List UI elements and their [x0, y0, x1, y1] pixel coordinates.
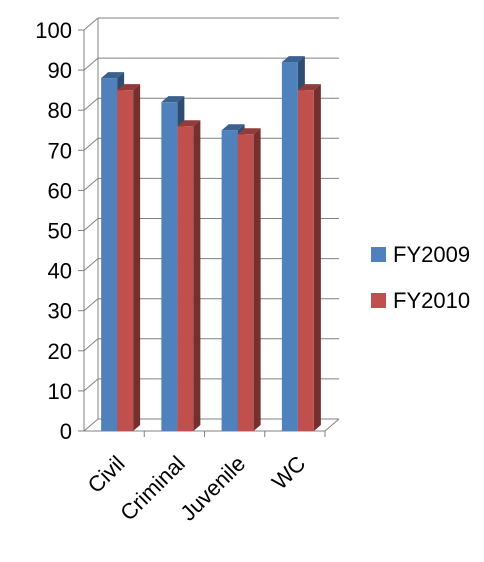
x-tick-label: Civil	[83, 451, 130, 498]
y-tick-label: 0	[60, 419, 72, 444]
bar-front	[281, 62, 298, 432]
y-tick-label: 20	[48, 339, 72, 364]
bar-side	[193, 120, 201, 432]
bar-front	[177, 126, 194, 432]
bar-front	[221, 130, 238, 431]
side-gridline	[83, 57, 99, 71]
y-tick-label: 10	[48, 379, 72, 404]
bar-FY2010-Juvenile	[237, 128, 261, 431]
side-gridline	[83, 258, 99, 271]
bar-side	[313, 84, 321, 432]
legend-swatch	[371, 293, 386, 308]
bar-FY2010-Criminal	[177, 120, 201, 432]
y-tick-label: 60	[48, 178, 72, 203]
bar-front	[297, 90, 314, 432]
bars	[101, 56, 321, 432]
y-tick-label: 40	[48, 259, 72, 284]
side-gridline	[83, 378, 99, 392]
bar-FY2010-Civil	[117, 84, 141, 432]
side-gridline	[83, 298, 99, 312]
bar-top	[237, 128, 261, 135]
x-tick-label: WC	[267, 451, 311, 495]
legend-swatch	[371, 247, 386, 262]
y-tick-labels: 0 10 20 30 40 50 60 70 80 90 100	[35, 18, 72, 444]
side-gridline	[83, 218, 99, 231]
bar-top	[117, 84, 141, 91]
legend: FY2009 FY2010	[371, 242, 470, 313]
side-gridline	[83, 178, 99, 191]
legend-label: FY2010	[393, 288, 470, 313]
side-gridline	[83, 17, 99, 31]
bar-top	[281, 56, 305, 63]
legend-item-FY2009: FY2009	[371, 242, 470, 267]
bar-top	[161, 96, 185, 103]
bar-top	[101, 72, 125, 79]
bar-front	[117, 90, 134, 432]
bar-FY2010-WC	[297, 84, 321, 432]
y-tick-label: 80	[48, 98, 72, 123]
y-tick-label: 30	[48, 299, 72, 324]
y-tick-label: 50	[48, 219, 72, 244]
bar-side	[133, 84, 141, 432]
y-tick-label: 100	[35, 18, 72, 43]
side-gridline	[83, 338, 99, 352]
side-gridline	[83, 97, 99, 111]
y-tick-label: 90	[48, 58, 72, 83]
side-gridline	[83, 137, 99, 151]
bar-front	[161, 102, 178, 432]
x-tick-label: Juvenile	[175, 451, 250, 526]
legend-item-FY2010: FY2010	[371, 288, 470, 313]
bar-front	[237, 134, 254, 431]
side-gridline	[83, 418, 99, 432]
floor-right-edge	[324, 418, 340, 432]
y-tick-label: 70	[48, 138, 72, 163]
bar-top	[297, 84, 321, 91]
bar-top	[221, 124, 245, 131]
legend-label: FY2009	[393, 242, 470, 267]
x-tick-label: Criminal	[115, 451, 190, 526]
bar-top	[177, 120, 201, 127]
bar-front	[101, 78, 118, 432]
bar-side	[253, 128, 261, 431]
